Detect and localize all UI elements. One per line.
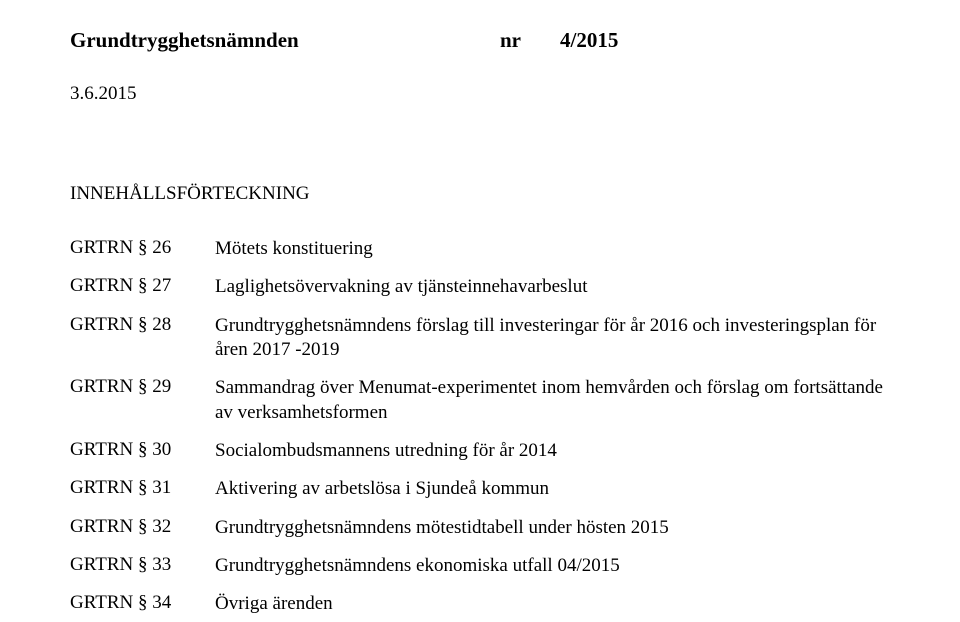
toc-text: Övriga ärenden — [215, 592, 890, 616]
toc-title: INNEHÅLLSFÖRTECKNING — [70, 183, 890, 205]
toc-text: Mötets konstituering — [215, 237, 890, 261]
toc-row: GRTRN § 33 Grundtrygghetsnämndens ekonom… — [70, 554, 890, 578]
toc-label: GRTRN § 31 — [70, 477, 215, 499]
toc-label: GRTRN § 34 — [70, 592, 215, 614]
toc-row: GRTRN § 34 Övriga ärenden — [70, 592, 890, 616]
toc-label: GRTRN § 30 — [70, 439, 215, 461]
toc-row: GRTRN § 28 Grundtrygghetsnämndens försla… — [70, 314, 890, 363]
toc-label: GRTRN § 33 — [70, 554, 215, 576]
toc-label: GRTRN § 27 — [70, 275, 215, 297]
document-header: Grundtrygghetsnämnden nr 4/2015 — [70, 28, 890, 53]
toc-row: GRTRN § 31 Aktivering av arbetslösa i Sj… — [70, 477, 890, 501]
header-title: Grundtrygghetsnämnden — [70, 28, 500, 53]
toc-label: GRTRN § 29 — [70, 376, 215, 398]
header-nr-label: nr — [500, 28, 560, 53]
toc-row: GRTRN § 26 Mötets konstituering — [70, 237, 890, 261]
toc-label: GRTRN § 32 — [70, 516, 215, 538]
toc-text: Grundtrygghetsnämndens ekonomiska utfall… — [215, 554, 890, 578]
toc-text: Grundtrygghetsnämndens mötestidtabell un… — [215, 516, 890, 540]
toc-text: Laglighetsövervakning av tjänsteinnehava… — [215, 275, 890, 299]
toc-label: GRTRN § 26 — [70, 237, 215, 259]
header-number: 4/2015 — [560, 28, 618, 53]
toc-row: GRTRN § 30 Socialombudsmannens utredning… — [70, 439, 890, 463]
toc-row: GRTRN § 29 Sammandrag över Menumat-exper… — [70, 376, 890, 425]
toc: GRTRN § 26 Mötets konstituering GRTRN § … — [70, 237, 890, 616]
document-date: 3.6.2015 — [70, 83, 890, 105]
toc-text: Grundtrygghetsnämndens förslag till inve… — [215, 314, 890, 363]
toc-label: GRTRN § 28 — [70, 314, 215, 336]
toc-text: Aktivering av arbetslösa i Sjundeå kommu… — [215, 477, 890, 501]
toc-text: Sammandrag över Menumat-experimentet ino… — [215, 376, 890, 425]
toc-row: GRTRN § 32 Grundtrygghetsnämndens mötest… — [70, 516, 890, 540]
page: Grundtrygghetsnämnden nr 4/2015 3.6.2015… — [0, 0, 960, 616]
toc-text: Socialombudsmannens utredning för år 201… — [215, 439, 890, 463]
toc-row: GRTRN § 27 Laglighetsövervakning av tjän… — [70, 275, 890, 299]
